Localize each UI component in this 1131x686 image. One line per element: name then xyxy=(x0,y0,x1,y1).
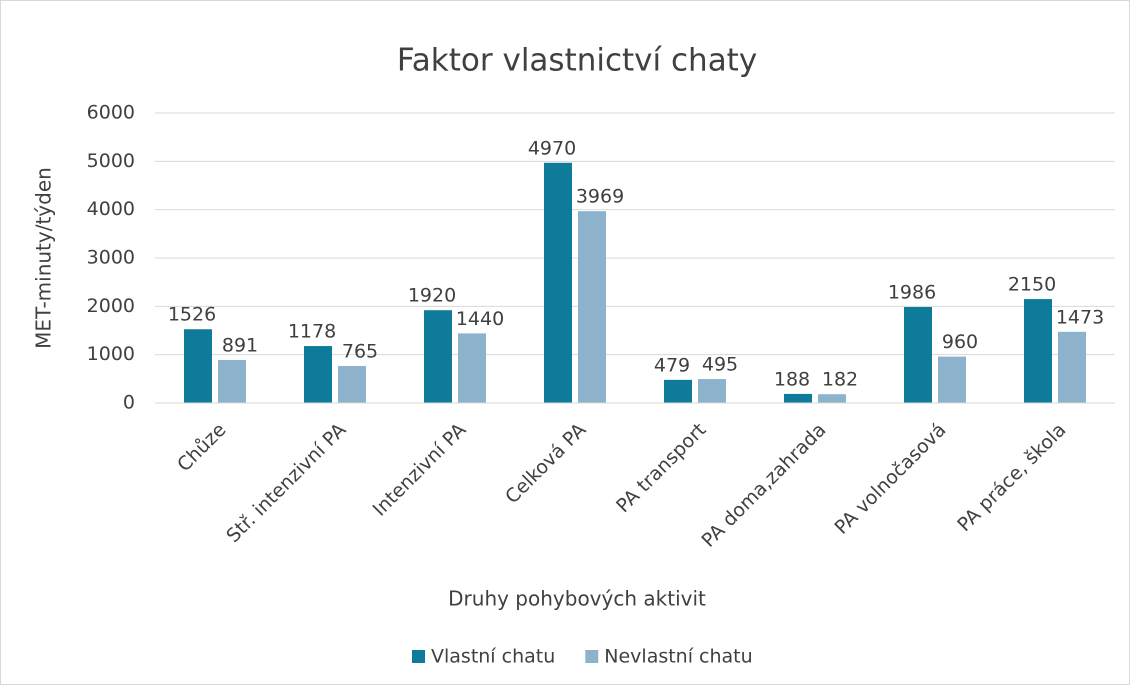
y-tick-label: 0 xyxy=(123,392,135,414)
data-label: 960 xyxy=(942,331,978,353)
bar xyxy=(784,393,812,403)
bar xyxy=(544,162,572,403)
y-tick-label: 4000 xyxy=(87,198,135,220)
y-tick-label: 2000 xyxy=(87,295,135,317)
data-label: 1920 xyxy=(408,285,456,307)
bar xyxy=(1058,331,1086,403)
y-tick-label: 1000 xyxy=(87,343,135,365)
bar xyxy=(938,356,966,403)
data-label: 3969 xyxy=(576,186,624,208)
chart-title: Faktor vlastnictví chaty xyxy=(397,43,757,79)
bar xyxy=(1024,299,1052,403)
data-label: 495 xyxy=(702,354,738,376)
data-label: 891 xyxy=(222,334,258,356)
y-tick-label: 6000 xyxy=(87,102,135,124)
bar xyxy=(458,333,486,403)
legend-swatch xyxy=(412,650,425,663)
data-label: 1526 xyxy=(168,304,216,326)
bar xyxy=(218,359,246,403)
bar xyxy=(664,379,692,403)
legend-swatch xyxy=(585,650,599,663)
bar xyxy=(424,310,452,403)
bar xyxy=(304,346,332,403)
y-tick-label: 3000 xyxy=(87,247,135,269)
bar xyxy=(184,329,212,403)
data-label: 479 xyxy=(654,354,690,376)
bar xyxy=(698,379,726,403)
x-axis-label: Druhy pohybových aktivit xyxy=(448,587,706,611)
y-axis-label: MET-minuty/týden xyxy=(32,167,56,349)
bar xyxy=(338,366,366,403)
y-tick-label: 5000 xyxy=(87,150,135,172)
bar xyxy=(818,394,846,403)
data-label: 1440 xyxy=(456,308,504,330)
bar xyxy=(578,211,606,403)
data-label: 1178 xyxy=(288,321,336,343)
data-label: 1986 xyxy=(888,282,936,304)
data-label: 182 xyxy=(822,369,858,391)
bar xyxy=(904,307,932,403)
data-label: 765 xyxy=(342,341,378,363)
legend-label: Nevlastní chatu xyxy=(604,646,752,668)
data-label: 4970 xyxy=(528,137,576,159)
legend-label: Vlastní chatu xyxy=(431,646,555,668)
data-label: 1473 xyxy=(1056,306,1104,328)
data-label: 188 xyxy=(774,368,810,390)
data-label: 2150 xyxy=(1008,274,1056,296)
